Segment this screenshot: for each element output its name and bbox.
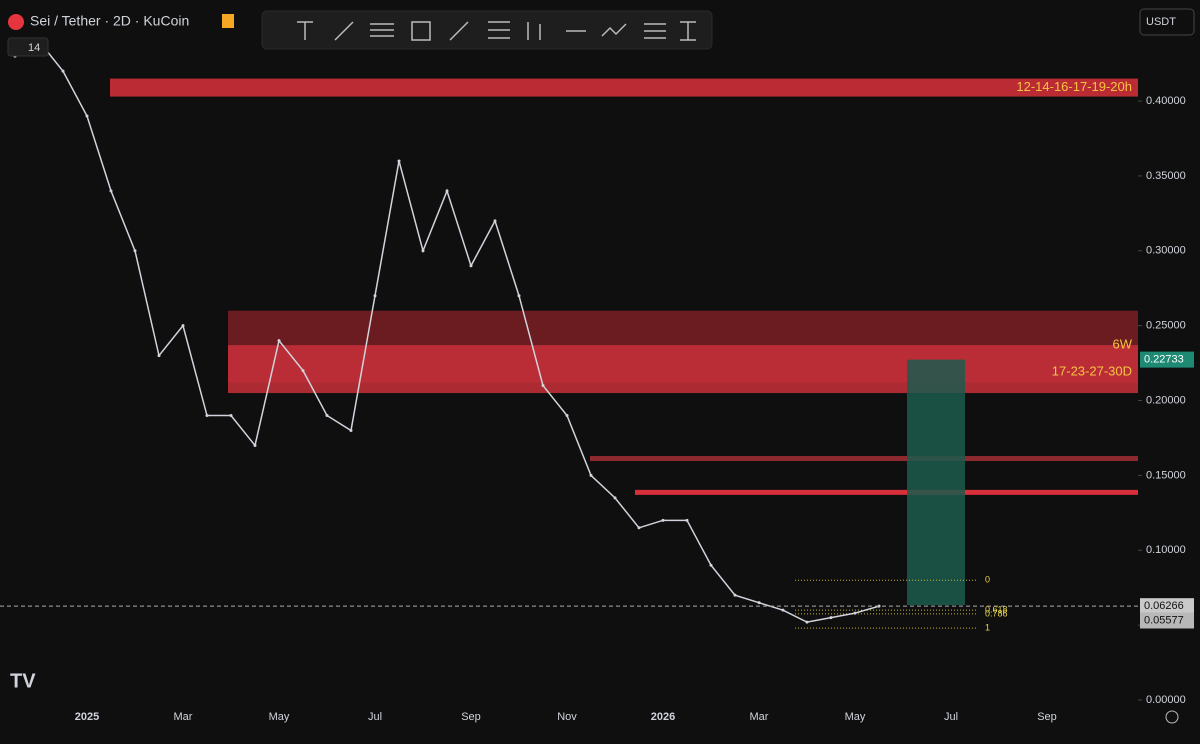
y-tick-label: 0.10000 [1146,544,1186,556]
plot-area: 0.000000.050000.100000.150000.200000.250… [0,39,1194,723]
price-tag-label: 0.05577 [1144,614,1184,626]
x-tick-label: Sep [1037,711,1057,723]
zone-label: 6W [1113,336,1133,351]
price-point [661,518,665,522]
x-tick-label: Mar [750,711,769,723]
x-tick-label: Sep [461,711,481,723]
y-tick-label: 0.35000 [1146,170,1186,182]
price-point [613,496,617,500]
price-point [637,526,641,530]
price-point [181,324,185,328]
y-tick-label: 0.25000 [1146,320,1186,332]
price-point [805,620,809,624]
price-point [157,354,161,358]
price-point [469,264,473,268]
x-tick-label: Mar [174,711,193,723]
toolbar-icons[interactable] [297,21,696,41]
x-tick-label: May [269,711,290,723]
indicator-count: 14 [28,42,40,54]
price-tag [1140,351,1194,368]
price-point [781,608,785,612]
currency-button[interactable] [1139,8,1195,36]
x-tick-label: May [845,711,866,723]
settings-icon[interactable] [1165,710,1179,724]
price-point [301,369,305,373]
price-point [493,219,497,223]
fib-label: 0.618 [985,605,1008,615]
x-tick-label: Jul [368,711,382,723]
price-tag-label: 0.22733 [1144,354,1184,366]
price-point [733,593,737,597]
symbol-logo [8,14,24,30]
price-point [541,384,545,388]
price-point [445,189,449,193]
zone [110,78,1138,97]
fib-label: 0.786 [985,608,1008,618]
position-box [907,359,965,606]
price-point [517,294,521,298]
price-point [277,339,281,343]
zone [228,345,1138,394]
y-tick-label: 0.40000 [1146,95,1186,107]
x-tick-label: 2025 [75,711,99,723]
fib-label: 0 [985,575,990,585]
zone-label: 12-14-16-17-19-20h [1016,79,1132,94]
price-point [229,414,233,418]
price-point [349,428,353,432]
indicator-toggle[interactable] [7,37,49,57]
level-line [590,456,1138,462]
price-point [853,611,857,615]
price-point [421,249,425,253]
price-point [109,189,113,193]
price-point [397,159,401,163]
y-tick-label: 0.20000 [1146,394,1186,406]
price-point [85,114,89,118]
price-point [325,414,329,418]
price-point [61,69,65,73]
price-point [709,563,713,567]
drawing-toolbar [261,10,713,50]
x-tick-label: Nov [557,711,577,723]
price-tag [1140,612,1194,629]
price-point [205,414,209,418]
y-tick-label: 0.00000 [1146,694,1186,706]
price-tag [1140,598,1194,615]
y-tick-label: 0.30000 [1146,245,1186,257]
tv-logo: TV [10,670,36,692]
x-tick-label: Jul [944,711,958,723]
price-point [589,473,593,477]
price-point [685,518,689,522]
level-line [635,489,1138,495]
price-tag-label: 0.06266 [1144,600,1184,612]
price-point [829,616,833,620]
price-point [565,414,569,418]
x-tick-label: 2026 [651,711,675,723]
zone-label: 17-23-27-30D [1052,364,1132,379]
price-point [253,443,257,447]
currency: USDT [1146,16,1176,28]
price-point [757,601,761,605]
fib-label: 1 [985,623,990,633]
chart-title: Sei / Tether · 2D · KuCoin [30,13,189,29]
price-point [373,294,377,298]
price-point [133,249,137,253]
y-tick-label: 0.15000 [1146,469,1186,481]
flag-icon[interactable] [222,14,234,28]
